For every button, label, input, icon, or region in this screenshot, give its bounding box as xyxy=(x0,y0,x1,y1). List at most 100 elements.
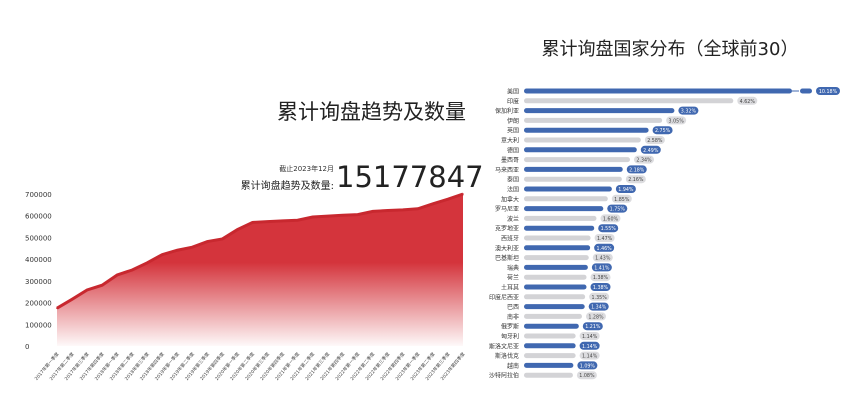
value-label: 2.58% xyxy=(647,138,663,144)
value-pill xyxy=(577,361,598,370)
value-label: 1.14% xyxy=(582,334,598,340)
value-label: 1.08% xyxy=(579,373,595,379)
bar xyxy=(524,353,576,359)
country-label: 英国 xyxy=(507,127,519,135)
value-pill xyxy=(600,214,621,223)
value-pill xyxy=(652,126,673,135)
as-of-date: 截止2023年12月 xyxy=(279,165,334,173)
data-point xyxy=(86,289,88,291)
data-point xyxy=(417,207,419,210)
y-tick-label: 200000 xyxy=(25,300,52,308)
country-label: 印度尼西亚 xyxy=(489,293,519,301)
bar xyxy=(524,304,585,310)
data-point xyxy=(341,214,344,217)
data-point xyxy=(281,220,284,222)
value-label: 1.34% xyxy=(591,305,607,311)
value-pill xyxy=(588,302,609,311)
bar xyxy=(524,343,576,349)
y-tick-label: 600000 xyxy=(25,213,52,221)
bar xyxy=(524,313,582,319)
value-pill xyxy=(626,165,647,174)
data-point xyxy=(311,216,314,218)
country-title: 累计询盘国家分布（全球前30） xyxy=(541,39,799,60)
data-point xyxy=(266,220,269,223)
data-point xyxy=(131,269,133,271)
country-label: 加拿大 xyxy=(501,195,519,203)
country-label: 墨西哥 xyxy=(501,157,519,164)
country-label: 法国 xyxy=(507,186,519,194)
value-pill xyxy=(644,136,665,144)
country-label: 巴西 xyxy=(507,304,519,311)
value-label: 1.55% xyxy=(601,226,617,232)
value-label: 1.38% xyxy=(593,275,609,281)
value-label: 1.21% xyxy=(585,324,601,330)
data-point xyxy=(221,238,224,240)
area-line xyxy=(56,192,464,310)
value-label: 1.75% xyxy=(610,207,626,213)
value-pill xyxy=(576,371,597,380)
value-label: 1.46% xyxy=(597,246,613,252)
country-label: 罗马尼亚 xyxy=(495,205,519,213)
total-label: 累计询盘趋势及数量: xyxy=(240,181,334,192)
country-label: 美国 xyxy=(507,88,519,96)
bar xyxy=(524,186,612,192)
data-point xyxy=(326,215,329,217)
country-label: 克罗地亚 xyxy=(495,225,519,233)
value-pill xyxy=(579,341,600,350)
bar xyxy=(524,284,587,290)
value-pill xyxy=(666,116,687,125)
bar xyxy=(524,117,663,123)
bar xyxy=(524,294,586,300)
data-point xyxy=(191,246,194,248)
data-point xyxy=(116,274,118,276)
country-label: 澳大利亚 xyxy=(495,244,519,252)
value-pill xyxy=(678,106,699,115)
data-point xyxy=(101,284,103,287)
country-label: 波兰 xyxy=(507,215,519,223)
value-label: 3.05% xyxy=(669,118,685,124)
value-label: 2.34% xyxy=(636,158,652,164)
value-pill xyxy=(737,96,758,105)
value-label: 1.38% xyxy=(593,285,609,291)
data-point xyxy=(387,209,389,212)
data-point xyxy=(251,221,254,224)
value-pill xyxy=(592,253,613,262)
value-pill xyxy=(590,273,611,282)
area-fill xyxy=(57,194,463,346)
value-label: 1.41% xyxy=(594,265,610,271)
value-label: 1.14% xyxy=(582,344,598,350)
data-point xyxy=(371,210,374,213)
country-label: 南非 xyxy=(507,313,519,321)
country-label: 意大利 xyxy=(501,137,519,145)
bar xyxy=(524,147,637,153)
value-label: 1.85% xyxy=(614,197,630,203)
value-pill xyxy=(594,234,615,242)
value-pill xyxy=(582,322,603,331)
bar xyxy=(524,362,574,368)
country-label: 斯洛伐克 xyxy=(495,352,519,360)
country-label: 德国 xyxy=(507,146,519,154)
country-label: 俄罗斯 xyxy=(501,323,519,331)
bar xyxy=(524,333,576,339)
bar xyxy=(524,372,573,378)
bar xyxy=(524,264,588,270)
bar-segment xyxy=(800,88,812,94)
y-tick-label: 700000 xyxy=(25,191,52,199)
value-label: 10.18% xyxy=(819,89,838,95)
value-pill xyxy=(607,204,628,213)
value-pill xyxy=(590,283,611,291)
y-tick-label: 300000 xyxy=(25,278,52,286)
data-point xyxy=(462,193,464,195)
value-pill xyxy=(579,351,600,360)
value-pill xyxy=(611,194,632,203)
value-label: 2.75% xyxy=(655,128,671,134)
bar xyxy=(524,274,587,280)
bar xyxy=(524,255,589,261)
value-label: 1.09% xyxy=(580,363,596,369)
country-label: 泰国 xyxy=(507,176,519,184)
bar xyxy=(524,176,622,182)
y-tick-label: 0 xyxy=(25,343,29,351)
value-pill xyxy=(816,87,840,95)
bar xyxy=(524,206,604,212)
